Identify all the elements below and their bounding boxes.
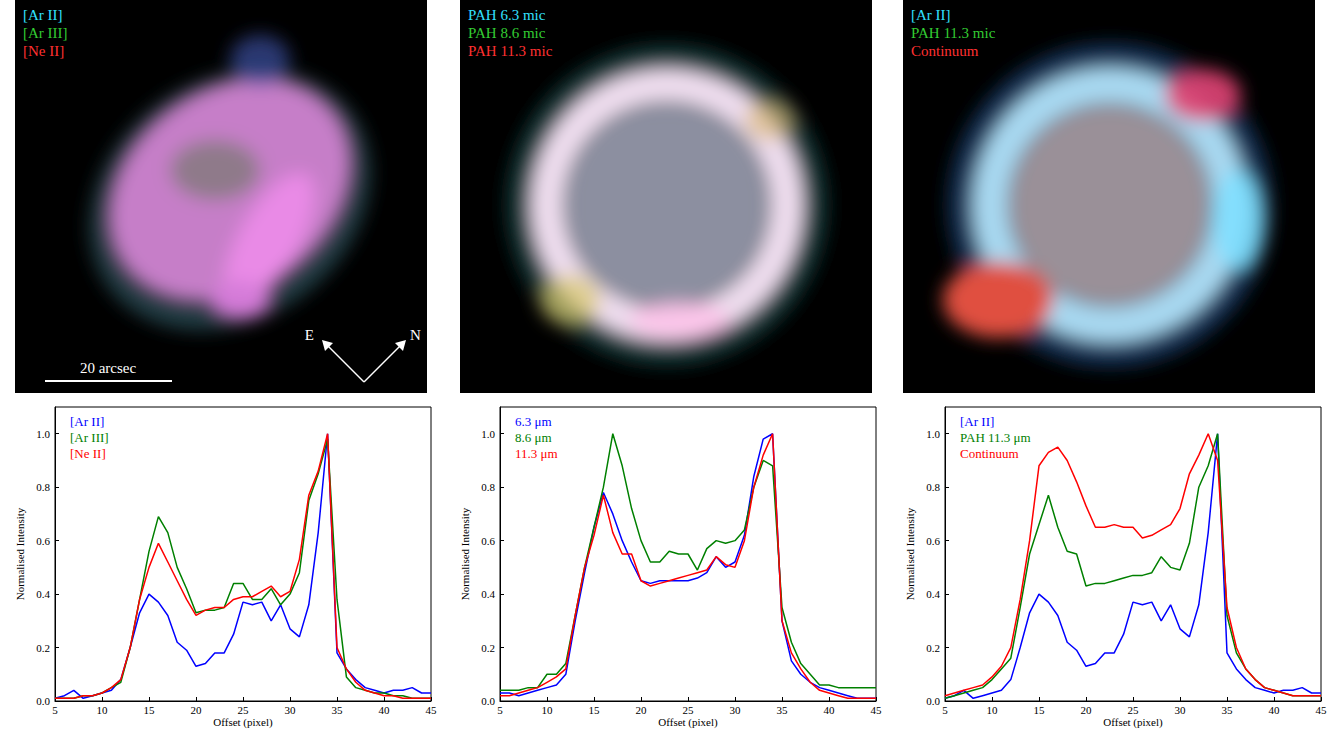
svg-text:40: 40 [379,704,391,716]
svg-text:0.6: 0.6 [36,535,50,547]
svg-text:45: 45 [871,704,883,716]
svg-text:30: 30 [1175,704,1187,716]
svg-text:20: 20 [636,704,648,716]
svg-text:35: 35 [777,704,789,716]
svg-text:6.3 μm: 6.3 μm [515,414,552,429]
svg-text:[Ne II]: [Ne II] [23,43,64,59]
svg-text:Continuum: Continuum [960,446,1019,461]
svg-text:0.4: 0.4 [926,588,940,600]
svg-text:1.0: 1.0 [36,428,50,440]
svg-text:15: 15 [144,704,156,716]
svg-text:0.8: 0.8 [481,481,495,493]
svg-text:35: 35 [332,704,344,716]
svg-text:Normalised Intensity: Normalised Intensity [459,507,471,600]
svg-text:E: E [305,327,314,343]
svg-text:5: 5 [52,704,58,716]
svg-text:45: 45 [1316,704,1328,716]
svg-text:10: 10 [542,704,554,716]
svg-text:[Ne II]: [Ne II] [70,446,106,461]
svg-text:10: 10 [97,704,109,716]
svg-text:8.6 μm: 8.6 μm [515,430,552,445]
svg-text:PAH 11.3 mic: PAH 11.3 mic [468,43,553,59]
svg-text:PAH 11.3 mic: PAH 11.3 mic [911,25,996,41]
svg-text:PAH 8.6 mic: PAH 8.6 mic [468,25,546,41]
svg-text:0.8: 0.8 [926,481,940,493]
svg-text:45: 45 [426,704,438,716]
svg-text:[Ar II]: [Ar II] [23,7,63,23]
svg-text:40: 40 [824,704,836,716]
svg-text:[Ar II]: [Ar II] [911,7,951,23]
svg-text:Normalised Intensity: Normalised Intensity [14,507,26,600]
svg-text:40: 40 [1269,704,1281,716]
svg-text:[Ar II]: [Ar II] [70,414,104,429]
svg-text:[Ar III]: [Ar III] [70,430,109,445]
svg-text:0.0: 0.0 [36,695,50,707]
svg-text:20: 20 [191,704,203,716]
svg-text:0.0: 0.0 [481,695,495,707]
svg-text:0.0: 0.0 [926,695,940,707]
svg-text:5: 5 [497,704,503,716]
svg-text:Offset (pixel): Offset (pixel) [213,716,273,729]
svg-text:Normalised Intensity: Normalised Intensity [904,507,916,600]
svg-text:11.3 μm: 11.3 μm [515,446,558,461]
svg-text:[Ar III]: [Ar III] [23,25,68,41]
svg-text:1.0: 1.0 [481,428,495,440]
svg-text:10: 10 [987,704,999,716]
svg-text:0.2: 0.2 [36,642,50,654]
svg-text:25: 25 [1128,704,1140,716]
svg-text:0.4: 0.4 [36,588,50,600]
svg-text:Offset (pixel): Offset (pixel) [1103,716,1163,729]
svg-text:N: N [410,327,421,343]
svg-text:PAH 6.3 mic: PAH 6.3 mic [468,7,546,23]
svg-text:30: 30 [285,704,297,716]
svg-text:PAH 11.3 μm: PAH 11.3 μm [960,430,1031,445]
svg-text:0.8: 0.8 [36,481,50,493]
svg-text:15: 15 [1034,704,1046,716]
svg-text:30: 30 [730,704,742,716]
svg-text:0.4: 0.4 [481,588,495,600]
svg-text:0.6: 0.6 [926,535,940,547]
svg-text:1.0: 1.0 [926,428,940,440]
svg-text:Offset (pixel): Offset (pixel) [658,716,718,729]
svg-text:25: 25 [683,704,695,716]
svg-text:35: 35 [1222,704,1234,716]
svg-text:0.6: 0.6 [481,535,495,547]
svg-text:0.2: 0.2 [481,642,495,654]
svg-text:5: 5 [942,704,948,716]
svg-text:20 arcsec: 20 arcsec [80,360,137,376]
svg-text:Continuum: Continuum [911,43,979,59]
svg-text:25: 25 [238,704,250,716]
svg-text:[Ar II]: [Ar II] [960,414,994,429]
svg-text:0.2: 0.2 [926,642,940,654]
svg-text:15: 15 [589,704,601,716]
svg-text:20: 20 [1081,704,1093,716]
